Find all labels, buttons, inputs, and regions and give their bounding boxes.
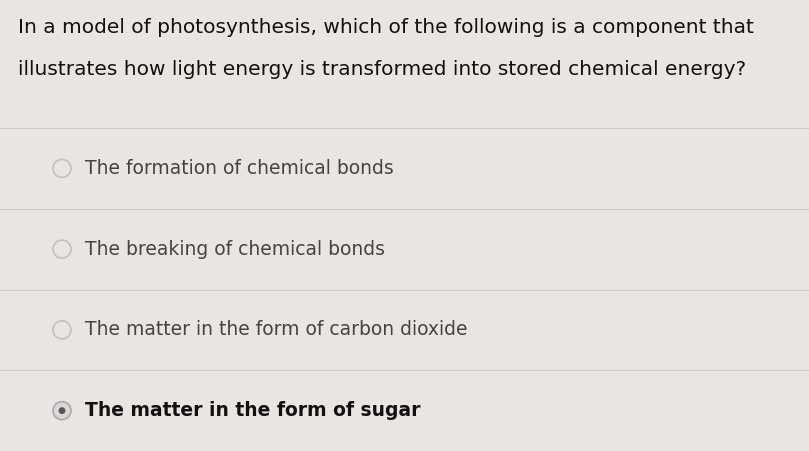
Text: The matter in the form of carbon dioxide: The matter in the form of carbon dioxide bbox=[85, 320, 468, 339]
Text: In a model of photosynthesis, which of the following is a component that: In a model of photosynthesis, which of t… bbox=[18, 18, 754, 37]
Text: illustrates how light energy is transformed into stored chemical energy?: illustrates how light energy is transfor… bbox=[18, 60, 746, 79]
Circle shape bbox=[58, 407, 66, 414]
Text: The breaking of chemical bonds: The breaking of chemical bonds bbox=[85, 239, 385, 258]
Text: The matter in the form of sugar: The matter in the form of sugar bbox=[85, 401, 421, 420]
Text: The formation of chemical bonds: The formation of chemical bonds bbox=[85, 159, 394, 178]
Circle shape bbox=[53, 402, 71, 419]
